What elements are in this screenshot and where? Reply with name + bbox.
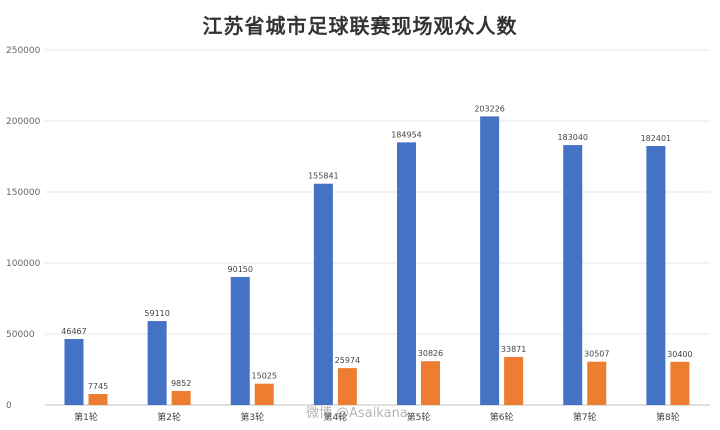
bar: [587, 361, 607, 405]
bar: [147, 321, 167, 405]
data-label: 15025: [252, 372, 277, 381]
chart-title: 江苏省城市足球联赛现场观众人数: [202, 14, 518, 38]
x-tick-label: 第5轮: [407, 411, 431, 423]
data-label: 155841: [308, 172, 339, 181]
data-label: 33871: [501, 345, 526, 354]
data-label: 184954: [391, 130, 422, 139]
data-labels: 46467 7745 59110 9852 90150 15025 155841 25974 1…: [61, 104, 692, 391]
y-tick-label: 0: [6, 401, 12, 411]
bar: [563, 145, 583, 406]
data-label: 7745: [88, 382, 108, 391]
bar: [337, 368, 357, 405]
data-label: 30507: [584, 350, 609, 359]
data-label: 203226: [474, 104, 505, 113]
data-label: 30826: [418, 349, 443, 358]
y-tick-label: 200000: [6, 117, 41, 127]
bar: [670, 361, 690, 405]
x-tick-label: 第7轮: [573, 411, 597, 423]
data-label: 90150: [228, 265, 253, 274]
data-label: 46467: [61, 327, 86, 336]
x-tick-label: 第8轮: [656, 411, 680, 423]
data-label: 25974: [335, 356, 360, 365]
bar: [254, 383, 274, 405]
data-label: 182401: [641, 134, 672, 143]
bar: [88, 394, 108, 405]
bar: [646, 145, 666, 405]
bar: [64, 339, 84, 405]
data-label: 183040: [557, 133, 588, 142]
data-label: 9852: [171, 379, 191, 388]
y-tick-label: 150000: [6, 188, 41, 198]
x-tick-label: 第4轮: [324, 411, 348, 423]
x-axis: 第1轮 第2轮 第3轮 第4轮 第5轮 第6轮 第7轮 第8轮: [74, 411, 680, 423]
data-label: 59110: [144, 309, 169, 318]
bars: [64, 116, 690, 406]
bar: [480, 116, 500, 406]
gridlines: [45, 49, 710, 406]
x-tick-label: 第1轮: [74, 411, 98, 423]
y-tick-label: 100000: [6, 259, 41, 269]
bar: [171, 391, 191, 405]
bar: [397, 142, 416, 405]
x-tick-label: 第2轮: [157, 411, 181, 423]
bar: [230, 276, 250, 405]
x-tick-label: 第3轮: [240, 411, 264, 423]
bar: [504, 356, 524, 405]
y-tick-label: 250000: [6, 46, 41, 56]
data-label: 30400: [667, 350, 692, 359]
bar: [313, 183, 333, 405]
bar: [421, 361, 440, 405]
y-tick-label: 50000: [6, 330, 35, 340]
y-axis: 0 50000 100000 150000 200000 250000: [6, 46, 41, 411]
watermark: 微博 @Asaikana: [306, 406, 408, 421]
x-tick-label: 第6轮: [490, 411, 514, 423]
